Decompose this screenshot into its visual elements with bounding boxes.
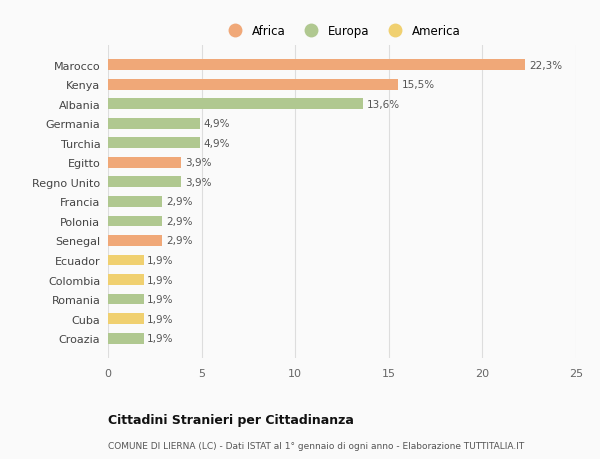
Text: Cittadini Stranieri per Cittadinanza: Cittadini Stranieri per Cittadinanza xyxy=(108,413,354,426)
Text: 2,9%: 2,9% xyxy=(166,197,193,207)
Bar xyxy=(108,294,143,305)
Bar xyxy=(108,99,362,110)
Text: 3,9%: 3,9% xyxy=(185,178,211,187)
Bar xyxy=(108,157,181,168)
Bar xyxy=(108,313,143,325)
Text: 4,9%: 4,9% xyxy=(203,139,230,148)
Text: 1,9%: 1,9% xyxy=(148,275,174,285)
Text: 3,9%: 3,9% xyxy=(185,158,211,168)
Text: 2,9%: 2,9% xyxy=(166,236,193,246)
Bar xyxy=(108,79,398,90)
Legend: Africa, Europa, America: Africa, Europa, America xyxy=(218,21,466,43)
Text: 15,5%: 15,5% xyxy=(402,80,435,90)
Text: 13,6%: 13,6% xyxy=(367,100,400,109)
Text: 1,9%: 1,9% xyxy=(148,256,174,265)
Bar xyxy=(108,138,200,149)
Bar xyxy=(108,235,162,246)
Bar xyxy=(108,216,162,227)
Bar xyxy=(108,255,143,266)
Bar xyxy=(108,118,200,129)
Text: 1,9%: 1,9% xyxy=(148,314,174,324)
Text: 2,9%: 2,9% xyxy=(166,217,193,226)
Bar xyxy=(108,60,526,71)
Text: 22,3%: 22,3% xyxy=(529,61,562,70)
Bar xyxy=(108,196,162,207)
Bar xyxy=(108,333,143,344)
Text: 4,9%: 4,9% xyxy=(203,119,230,129)
Bar xyxy=(108,274,143,285)
Text: 1,9%: 1,9% xyxy=(148,295,174,304)
Bar xyxy=(108,177,181,188)
Text: 1,9%: 1,9% xyxy=(148,334,174,343)
Text: COMUNE DI LIERNA (LC) - Dati ISTAT al 1° gennaio di ogni anno - Elaborazione TUT: COMUNE DI LIERNA (LC) - Dati ISTAT al 1°… xyxy=(108,441,524,450)
